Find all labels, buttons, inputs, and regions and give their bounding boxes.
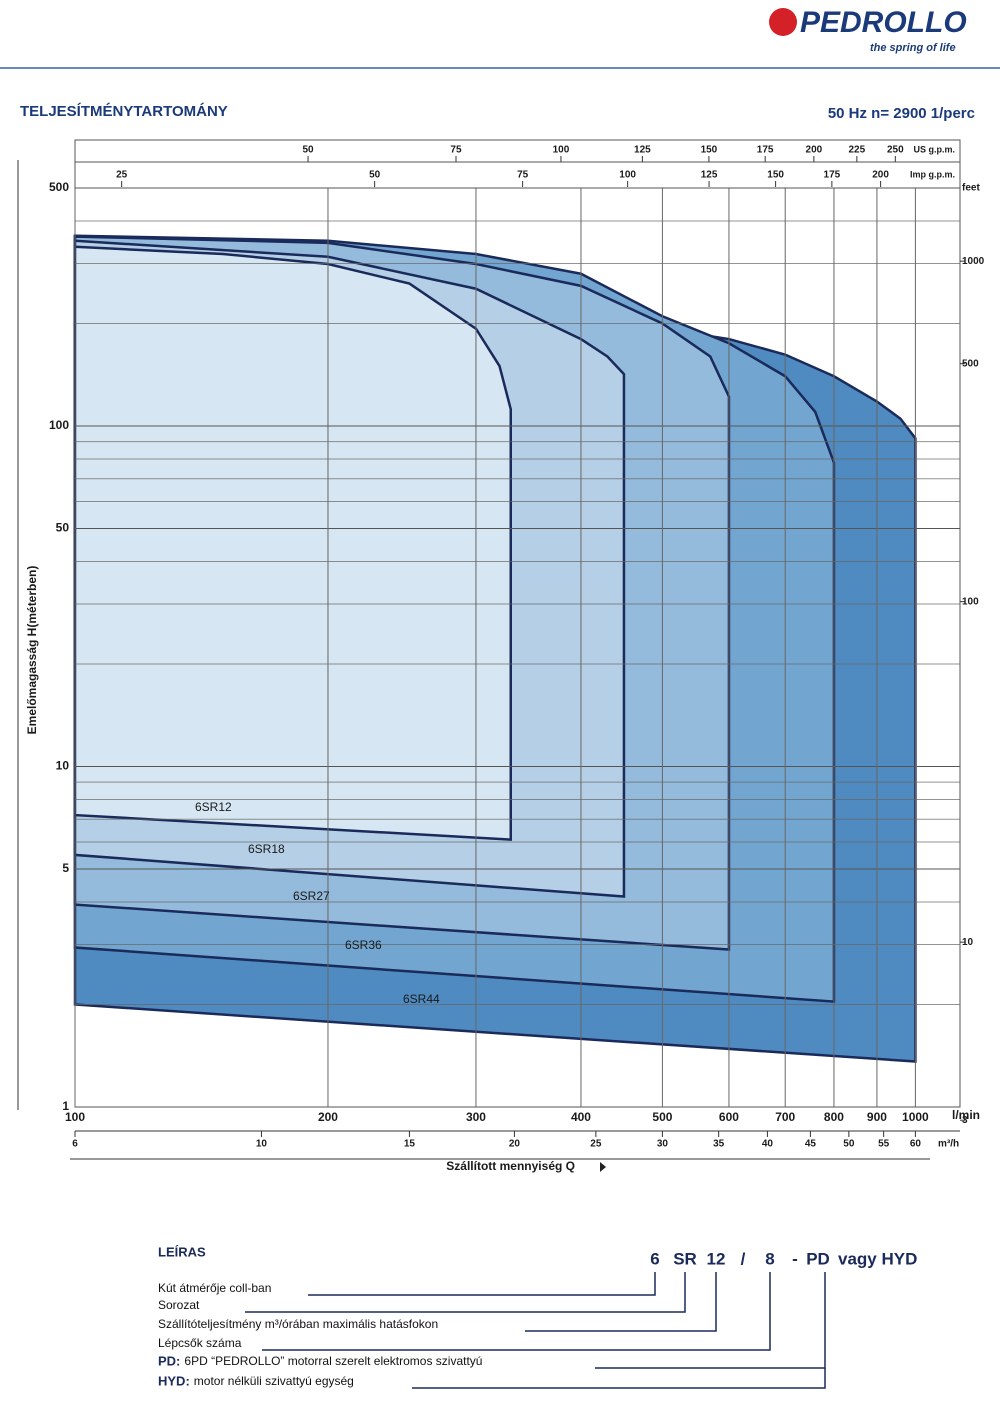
row-key: PD:	[158, 1353, 180, 1368]
series-label: 6SR18	[248, 842, 285, 856]
arrow	[600, 1162, 606, 1172]
x-tick-label: 100	[65, 1110, 85, 1124]
row-text: Sorozat	[158, 1298, 200, 1312]
y2-tick-label: 10	[962, 937, 974, 948]
x-tick-label: 400	[571, 1110, 591, 1124]
code-part: 6	[650, 1249, 659, 1268]
x2-tick-label: 20	[509, 1139, 521, 1150]
x2-tick-label: 30	[657, 1139, 669, 1150]
x2-tick-label: 40	[762, 1139, 774, 1150]
us-gpm-tick-label: 125	[634, 145, 651, 156]
slogan: the spring of life	[870, 42, 956, 54]
us-gpm-tick-label: 150	[701, 145, 718, 156]
y2-unit: feet	[962, 183, 980, 194]
x2-tick-label: 45	[805, 1139, 817, 1150]
code-part: SR	[673, 1249, 697, 1268]
imp-gpm-tick-label: 75	[517, 170, 529, 181]
brand: PEDROLLO	[800, 6, 967, 39]
y-axis-title: Emelőmagasság H(méterben)	[25, 566, 39, 735]
imp-gpm-tick-label: 150	[767, 170, 784, 181]
row-text: Lépcsők száma	[158, 1336, 242, 1350]
series-label: 6SR12	[195, 800, 232, 814]
imp-gpm-tick-label: 175	[824, 170, 841, 181]
x-tick-label: 1000	[902, 1110, 929, 1124]
y-tick-label: 100	[49, 418, 69, 432]
us-gpm-tick-label: 175	[757, 145, 774, 156]
imp-gpm-tick-label: 100	[619, 170, 636, 181]
y-tick-label: 1	[62, 1099, 69, 1113]
series-label: 6SR27	[293, 889, 330, 903]
y-tick-label: 500	[49, 180, 69, 194]
x-axis-title: Szállított mennyiség Q	[446, 1159, 575, 1173]
x-tick-label: 700	[775, 1110, 795, 1124]
series-label: 6SR36	[345, 938, 382, 952]
top-axis-box	[74, 139, 961, 189]
connector	[308, 1272, 656, 1296]
code-part: /	[741, 1249, 746, 1268]
row-text: motor nélküli szivattyú egység	[194, 1374, 354, 1388]
x-unit: l/min	[952, 1108, 980, 1122]
connector	[412, 1368, 826, 1389]
x2-tick-label: 6	[72, 1139, 78, 1150]
x2-tick-label: 60	[910, 1139, 922, 1150]
connector	[595, 1272, 826, 1369]
y2-tick-label: 500	[962, 358, 979, 369]
code-part: 8	[765, 1249, 774, 1268]
connector	[262, 1272, 771, 1351]
x2-tick-label: 10	[256, 1139, 268, 1150]
imp-gpm-unit: Imp g.p.m.	[910, 169, 955, 179]
code-part: 12	[707, 1249, 726, 1268]
legend	[245, 1272, 826, 1389]
x2-tick-label: 55	[878, 1139, 890, 1150]
y-tick-label: 50	[56, 521, 70, 535]
row-text: Szállítóteljesítmény m³/órában maximális…	[158, 1317, 438, 1331]
logo-mark	[769, 8, 797, 36]
connector	[245, 1272, 686, 1313]
code-part: PD	[806, 1249, 830, 1268]
row-key: HYD:	[158, 1373, 190, 1388]
us-gpm-tick-label: 100	[553, 145, 570, 156]
chart-subtitle: 50 Hz n= 2900 1/perc	[828, 105, 975, 122]
x-tick-label: 800	[824, 1110, 844, 1124]
y-tick-label: 5	[62, 861, 69, 875]
x-tick-label: 300	[466, 1110, 486, 1124]
us-gpm-tick-label: 225	[849, 145, 866, 156]
imp-gpm-tick-label: 25	[116, 170, 128, 181]
imp-gpm-tick-label: 50	[369, 170, 381, 181]
us-gpm-tick-label: 250	[887, 145, 904, 156]
y2-tick-label: 3	[962, 1115, 968, 1126]
row-text: 6PD “PEDROLLO” motorral szerelt elektrom…	[184, 1354, 482, 1368]
x2-tick-label: 35	[713, 1139, 725, 1150]
us-gpm-tick-label: 50	[302, 145, 314, 156]
series-label: 6SR44	[403, 992, 440, 1006]
us-gpm-tick-label: 75	[450, 145, 462, 156]
x2-tick-label: 50	[843, 1139, 855, 1150]
imp-gpm-tick-label: 200	[872, 170, 889, 181]
us-gpm-unit: US g.p.m.	[913, 144, 955, 154]
x-tick-label: 600	[719, 1110, 739, 1124]
x-tick-label: 500	[652, 1110, 672, 1124]
range-area	[73, 245, 513, 841]
code-part: -	[792, 1249, 798, 1268]
x2-tick-label: 25	[590, 1139, 602, 1150]
y2-tick-label: 1000	[962, 256, 985, 267]
x2-unit: m³/h	[938, 1139, 959, 1150]
legend-title: LEÍRAS	[158, 1244, 206, 1259]
connector	[525, 1272, 717, 1332]
x2-tick-label: 15	[404, 1139, 416, 1150]
chart-title: TELJESÍTMÉNYTARTOMÁNY	[20, 103, 228, 120]
x-tick-label: 900	[867, 1110, 887, 1124]
y2-tick-label: 100	[962, 596, 979, 607]
code-part: vagy HYD	[838, 1249, 917, 1268]
x-tick-label: 200	[318, 1110, 338, 1124]
imp-gpm-tick-label: 125	[701, 170, 718, 181]
y-tick-label: 10	[56, 759, 70, 773]
row-text: Kút átmérője coll-ban	[158, 1281, 271, 1295]
us-gpm-tick-label: 200	[806, 145, 823, 156]
